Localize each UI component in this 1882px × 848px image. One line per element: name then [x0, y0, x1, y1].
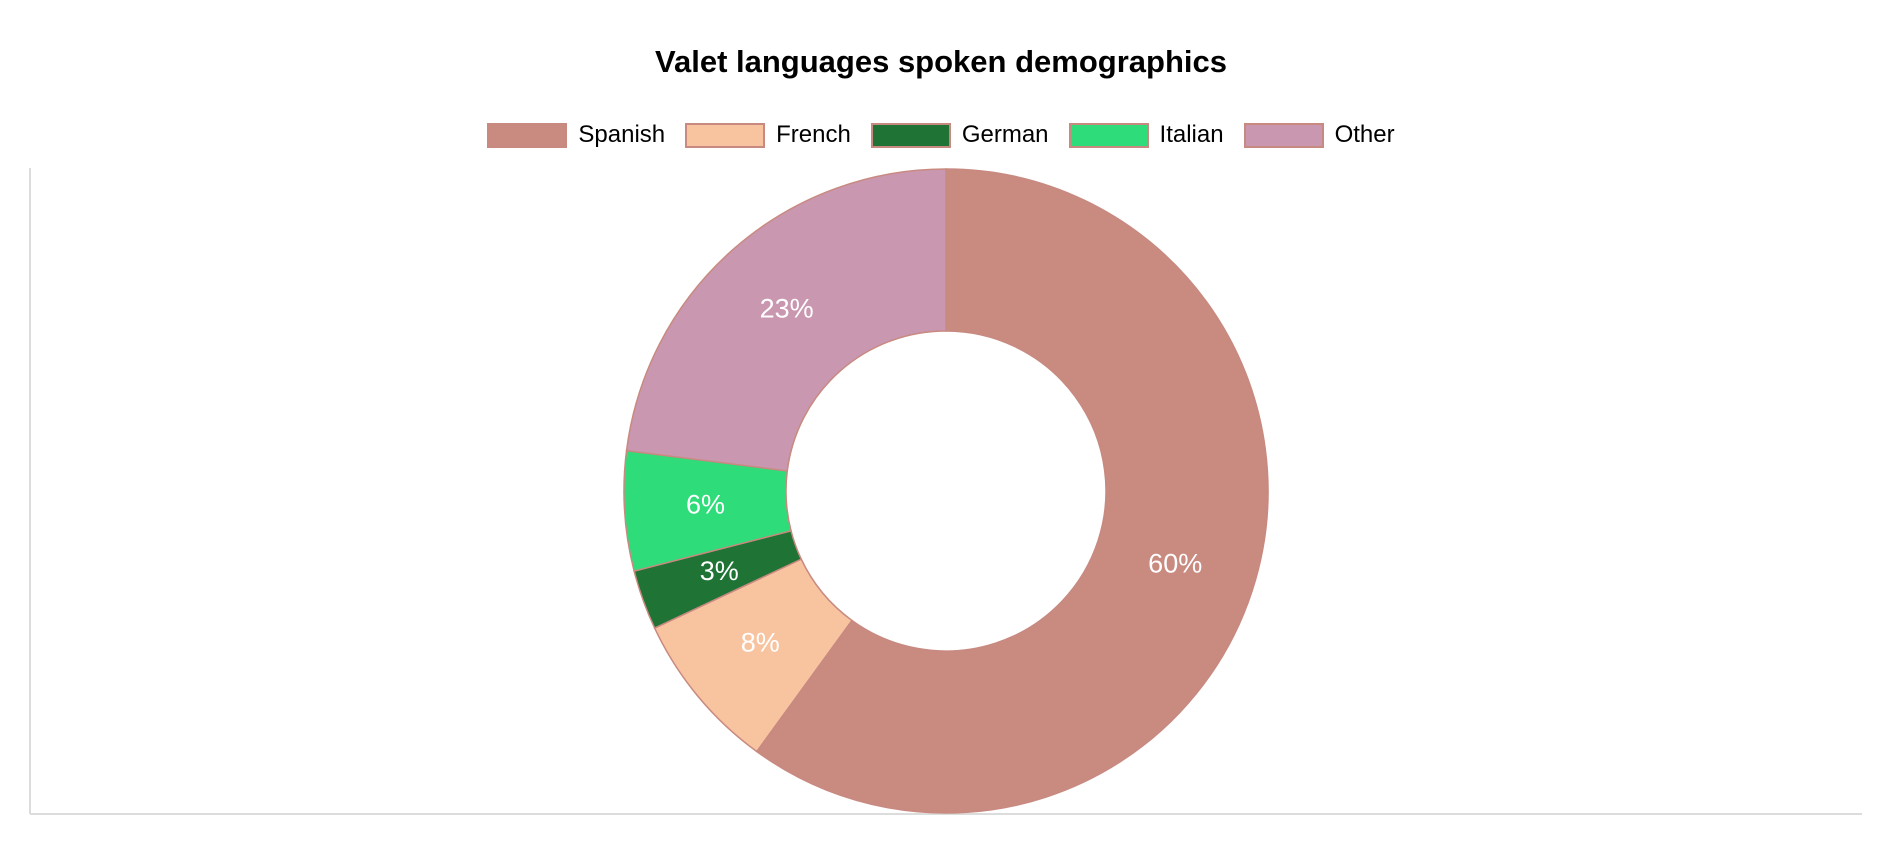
slice-label-other: 23%: [760, 293, 814, 323]
legend-label-italian: Italian: [1159, 121, 1224, 148]
slice-other[interactable]: [625, 168, 947, 472]
legend-label-other: Other: [1334, 121, 1395, 148]
legend-swatch-italian: [1068, 122, 1149, 148]
chart-title: Valet languages spoken demographics: [655, 44, 1227, 79]
slices-group: [623, 168, 1269, 814]
legend-swatch-french: [685, 122, 766, 148]
legend-item-german[interactable]: German: [870, 121, 1049, 149]
legend-swatch-other: [1243, 122, 1324, 148]
legend-label-spanish: Spanish: [578, 121, 666, 148]
slice-label-spanish: 60%: [1148, 549, 1202, 579]
legend-item-french[interactable]: French: [685, 121, 851, 149]
legend-item-italian[interactable]: Italian: [1068, 121, 1224, 149]
slice-label-french: 8%: [741, 628, 780, 658]
legend-label-german: German: [961, 121, 1049, 148]
legend: Spanish French German Italian Other: [0, 121, 1882, 149]
slice-label-italian: 6%: [686, 489, 725, 519]
slice-spanish[interactable]: [755, 168, 1269, 814]
slice-label-german: 3%: [700, 556, 739, 586]
legend-swatch-spanish: [487, 122, 568, 148]
legend-item-other[interactable]: Other: [1243, 121, 1395, 149]
slice-labels-group: 60% 8% 3% 6% 23%: [686, 293, 1202, 657]
legend-swatch-german: [870, 122, 951, 148]
legend-item-spanish[interactable]: Spanish: [487, 121, 665, 149]
legend-label-french: French: [776, 121, 851, 148]
